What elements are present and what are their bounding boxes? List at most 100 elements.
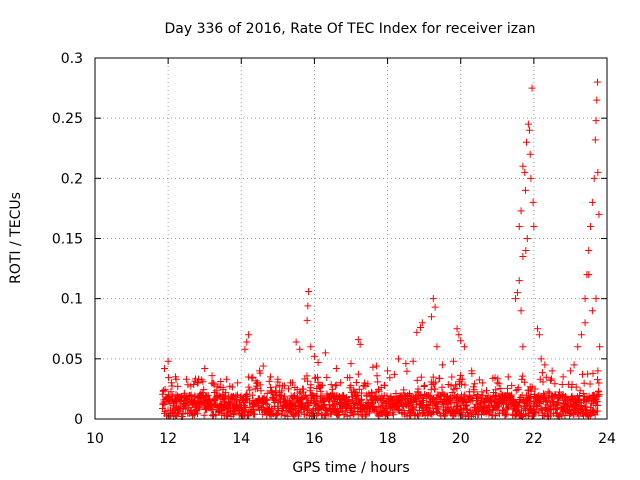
data-point xyxy=(298,401,306,409)
data-point xyxy=(271,396,279,404)
data-point xyxy=(271,387,279,395)
data-point xyxy=(200,386,208,394)
data-point xyxy=(535,409,543,417)
data-point xyxy=(263,400,271,408)
data-point xyxy=(522,247,530,255)
data-point xyxy=(301,393,309,401)
data-point xyxy=(277,410,285,418)
data-point xyxy=(524,120,532,128)
data-point xyxy=(246,386,254,394)
y-tick-label: 0.05 xyxy=(52,352,83,368)
data-point xyxy=(194,375,202,383)
data-point xyxy=(457,380,465,388)
data-point xyxy=(538,369,546,377)
data-point xyxy=(190,380,198,388)
data-point xyxy=(373,362,381,370)
data-point xyxy=(223,411,231,419)
data-point xyxy=(537,355,545,363)
data-point xyxy=(312,397,320,405)
y-tick-label: 0.3 xyxy=(61,51,83,67)
data-point xyxy=(458,375,466,383)
data-point xyxy=(375,387,383,395)
data-point xyxy=(516,398,524,406)
data-point xyxy=(594,168,602,176)
data-point xyxy=(350,410,358,418)
data-point xyxy=(180,389,188,397)
data-point xyxy=(420,381,428,389)
data-point xyxy=(210,388,218,396)
data-point xyxy=(395,355,403,363)
data-point xyxy=(259,362,267,370)
data-point xyxy=(234,379,242,387)
data-point xyxy=(492,391,500,399)
data-point xyxy=(584,396,592,404)
data-point xyxy=(199,378,207,386)
data-point xyxy=(551,380,559,388)
data-point xyxy=(346,374,354,382)
data-point xyxy=(459,397,467,405)
data-point xyxy=(331,382,339,390)
data-point xyxy=(593,398,601,406)
data-point xyxy=(354,370,362,378)
x-tick-label: 20 xyxy=(452,431,470,447)
data-point xyxy=(496,384,504,392)
data-point xyxy=(461,381,469,389)
data-point xyxy=(313,373,321,381)
data-point xyxy=(309,391,317,399)
data-point xyxy=(403,367,411,375)
data-point xyxy=(190,411,198,419)
data-point xyxy=(314,358,322,366)
data-point xyxy=(159,390,167,398)
data-point xyxy=(419,397,427,405)
data-point xyxy=(292,338,300,346)
data-point xyxy=(513,403,521,411)
data-point xyxy=(468,367,476,375)
data-point xyxy=(548,375,556,383)
data-point xyxy=(455,331,463,339)
data-point xyxy=(531,408,539,416)
data-point xyxy=(229,411,237,419)
data-point xyxy=(528,84,536,92)
data-point xyxy=(256,367,264,375)
data-point xyxy=(386,374,394,382)
data-point xyxy=(591,411,599,419)
data-point xyxy=(585,247,593,255)
data-point xyxy=(463,405,471,413)
data-point xyxy=(431,385,439,393)
data-point xyxy=(369,363,377,371)
data-point xyxy=(438,361,446,369)
data-point xyxy=(471,380,479,388)
data-point xyxy=(523,235,531,242)
data-point xyxy=(248,391,256,399)
data-point xyxy=(417,373,425,381)
data-point xyxy=(478,388,486,396)
data-point xyxy=(427,313,435,321)
data-point xyxy=(504,384,512,392)
data-point xyxy=(307,381,315,389)
data-point xyxy=(504,404,512,412)
data-point xyxy=(535,331,543,339)
data-point xyxy=(596,343,604,351)
data-point xyxy=(539,378,547,386)
data-point xyxy=(593,78,601,86)
data-point xyxy=(527,174,535,182)
y-tick-label: 0.1 xyxy=(61,292,83,308)
data-point xyxy=(325,401,333,409)
data-point xyxy=(198,376,206,384)
data-point xyxy=(201,364,209,372)
y-tick-label: 0.15 xyxy=(52,232,83,248)
data-point xyxy=(429,373,437,381)
data-point xyxy=(295,408,303,416)
x-tick-label: 16 xyxy=(306,431,324,447)
data-point xyxy=(519,343,527,351)
data-point xyxy=(325,395,333,403)
data-point xyxy=(353,391,361,399)
data-point xyxy=(517,207,525,215)
data-point xyxy=(595,210,603,218)
data-point xyxy=(525,126,533,134)
data-point xyxy=(390,370,398,378)
data-point xyxy=(165,374,173,382)
data-point xyxy=(380,381,388,389)
data-point xyxy=(190,398,198,406)
data-point xyxy=(584,370,592,378)
